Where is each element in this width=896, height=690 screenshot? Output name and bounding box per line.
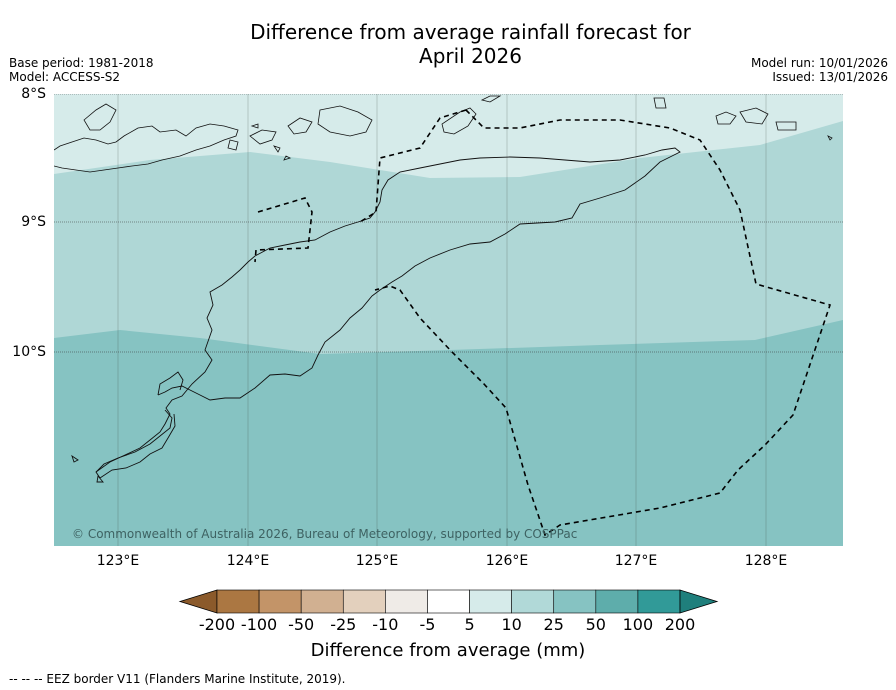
issued-date: Issued: 13/01/2026 <box>772 70 888 84</box>
eez-footnote: -- -- -- EEZ border V11 (Flanders Marine… <box>9 672 346 686</box>
lat-label-10s: 10°S <box>12 344 46 360</box>
lat-label-9s: 9°S <box>21 214 46 230</box>
lon-label-125e: 125°E <box>355 553 399 569</box>
colorbar-segment <box>427 589 470 614</box>
meta-right: Model run: 10/01/2026 Issued: 13/01/2026 <box>751 56 888 84</box>
colorbar-tick-label: -200 <box>198 615 236 634</box>
grid-lines <box>54 94 843 546</box>
colorbar-segment <box>216 589 260 614</box>
colorbar-tick-label: 50 <box>585 615 606 634</box>
lon-label-126e: 126°E <box>485 553 529 569</box>
colorbar-segment <box>595 589 639 614</box>
lon-label-127e: 127°E <box>614 553 658 569</box>
colorbar-tick-label: 200 <box>664 615 696 634</box>
map-area: © Commonwealth of Australia 2026, Bureau… <box>54 94 843 546</box>
meta-left: Base period: 1981-2018 Model: ACCESS-S2 <box>9 56 154 84</box>
colorbar-segment <box>511 589 555 614</box>
northern-islands-coastline <box>54 95 833 173</box>
copyright-notice: © Commonwealth of Australia 2026, Bureau… <box>72 527 577 541</box>
timor-west-coast <box>71 371 184 483</box>
colorbar-segment <box>342 589 386 614</box>
lon-label-123e: 123°E <box>96 553 140 569</box>
band-10-25 <box>54 94 843 178</box>
colorbar-tick-label: 25 <box>543 615 564 634</box>
colorbar-tick-label: -50 <box>288 615 315 634</box>
colorbar-tick-label: -25 <box>330 615 357 634</box>
lat-label-8s: 8°S <box>21 86 46 102</box>
colorbar-segment <box>300 589 344 614</box>
colorbar-segment <box>553 589 597 614</box>
title-line-1: Difference from average rainfall forecas… <box>250 20 691 44</box>
timor-coastline <box>95 147 681 473</box>
colorbar-segment <box>637 589 681 614</box>
colorbar-extend-high <box>679 589 719 614</box>
model-run: Model run: 10/01/2026 <box>750 56 888 70</box>
chart-title: Difference from average rainfall forecas… <box>0 20 896 68</box>
colorbar-segment <box>469 589 512 614</box>
colorbar-tick-label: 10 <box>501 615 522 634</box>
colorbar-tick-label: -5 <box>419 615 436 634</box>
model-name: Model: ACCESS-S2 <box>9 70 121 84</box>
colorbar-title: Difference from average (mm) <box>310 640 586 661</box>
lon-label-124e: 124°E <box>226 553 270 569</box>
colorbar-extend-low <box>178 589 218 614</box>
colorbar-segment <box>258 589 302 614</box>
title-line-2: April 2026 <box>419 44 522 68</box>
colorbar-segment <box>385 589 428 614</box>
colorbar-tick-label: -100 <box>240 615 278 634</box>
colorbar-tick-label: 5 <box>464 615 475 634</box>
lon-label-128e: 128°E <box>744 553 788 569</box>
base-period: Base period: 1981-2018 <box>9 56 154 70</box>
band-25-50 <box>54 94 843 354</box>
colorbar-tick-label: -10 <box>372 615 399 634</box>
colorbar-tick-label: 100 <box>622 615 654 634</box>
eez-border <box>254 109 832 537</box>
